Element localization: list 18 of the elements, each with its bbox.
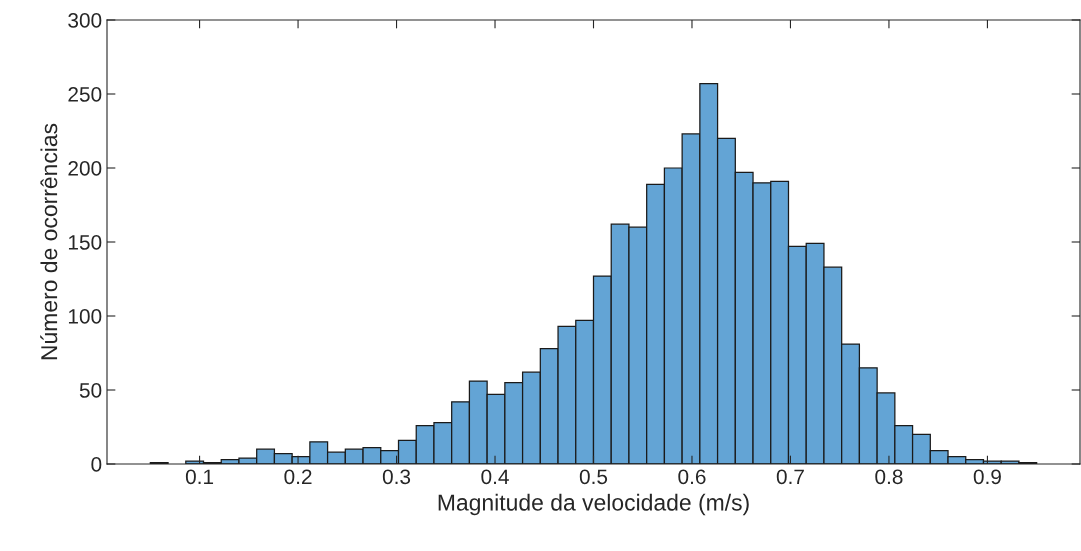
y-tick-label: 50: [79, 383, 102, 398]
y-tick-label: 0: [91, 457, 102, 472]
x-tick-label: 0.3: [382, 469, 411, 485]
y-tick-label: 100: [68, 309, 102, 324]
y-tick-label: 150: [68, 235, 102, 250]
x-tick-label: 0.8: [875, 469, 903, 485]
x-tick-label: 0.4: [481, 469, 509, 485]
x-tick-label: 0.7: [776, 469, 804, 485]
x-axis-title: Magnitude da velocidade (m/s): [438, 493, 749, 516]
x-tick-label: 0.1: [185, 469, 214, 485]
y-tick-label: 200: [68, 161, 102, 176]
x-tick-label: 0.2: [284, 469, 312, 485]
x-tick-label: 0.6: [678, 469, 706, 485]
y-tick-label: 300: [68, 13, 102, 28]
x-tick-label: 0.9: [973, 469, 1001, 485]
y-axis-title: Número de ocorrências: [40, 123, 58, 360]
y-tick-label: 250: [68, 87, 102, 102]
x-tick-label: 0.5: [579, 469, 608, 485]
